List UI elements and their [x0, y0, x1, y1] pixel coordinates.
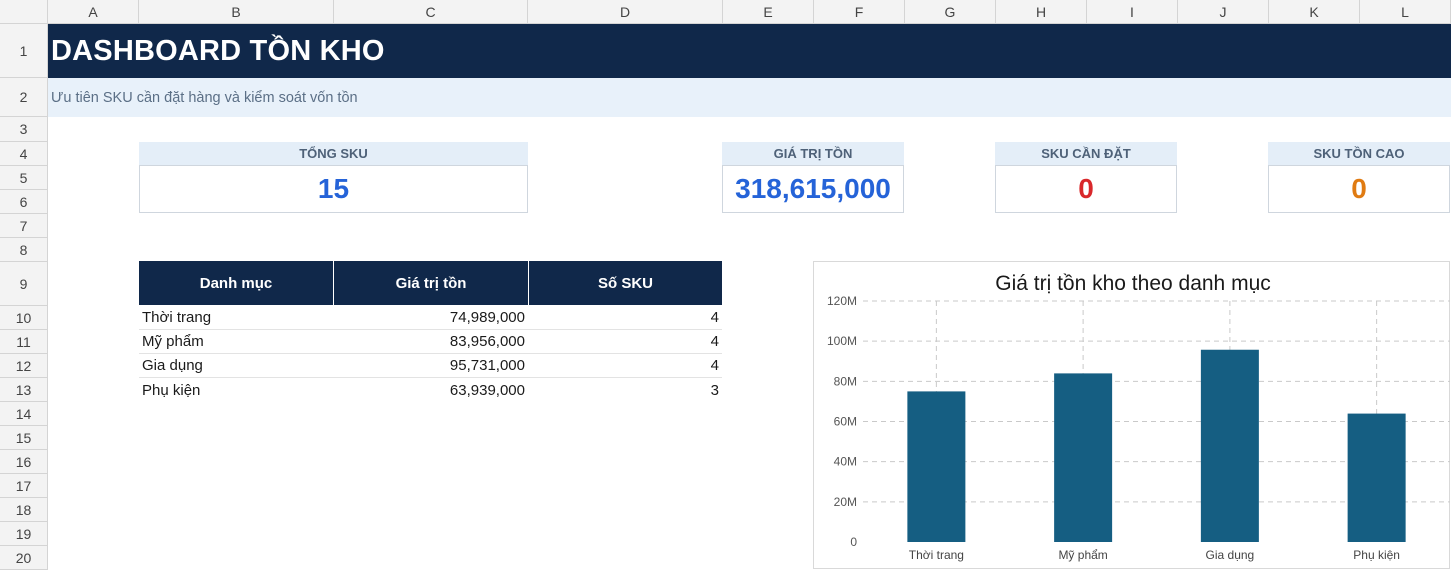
column-header-d[interactable]: D	[528, 0, 723, 24]
row-header-9[interactable]: 9	[0, 262, 48, 306]
chart-canvas: 0 20M 40M 60M 80M 100M 120M Thời trang Mỹ phẩm Gi…	[827, 272, 1450, 562]
kpi-value-sku-overstock[interactable]: 0	[1268, 165, 1450, 213]
row-header-20[interactable]: 20	[0, 546, 48, 570]
table-cell-value[interactable]: 95,731,000	[333, 354, 528, 378]
table-cell-value[interactable]: 63,939,000	[449, 381, 525, 399]
table-header-category[interactable]: Danh mục	[139, 261, 333, 305]
chart-bar[interactable]	[907, 391, 966, 542]
column-header-i[interactable]: I	[1087, 0, 1178, 24]
row-header-8[interactable]: 8	[0, 238, 48, 262]
table-cell-sku[interactable]: 3	[710, 381, 719, 399]
table-header-sku-count[interactable]: Số SKU	[528, 261, 722, 305]
row-header-2[interactable]: 2	[0, 78, 48, 117]
y-tick-label: 20M	[834, 495, 857, 509]
chart-bar[interactable]	[1347, 413, 1406, 542]
table-cell-category[interactable]: Thời trang	[139, 306, 333, 330]
column-header-c[interactable]: C	[334, 0, 528, 24]
y-tick-label: 100M	[827, 334, 857, 348]
chart-bar[interactable]	[1200, 349, 1259, 542]
title-band: DASHBOARD TỒN KHO	[48, 24, 1451, 78]
y-tick-label: 60M	[834, 415, 857, 429]
column-header-b[interactable]: B	[139, 0, 334, 24]
column-header-a[interactable]: A	[48, 0, 139, 24]
column-header-e[interactable]: E	[723, 0, 814, 24]
column-header-j[interactable]: J	[1178, 0, 1269, 24]
table-cell-category[interactable]: Mỹ phẩm	[139, 330, 333, 354]
row-header-14[interactable]: 14	[0, 402, 48, 426]
kpi-value-sku-to-order[interactable]: 0	[995, 165, 1177, 213]
row-header-12[interactable]: 12	[0, 354, 48, 378]
y-tick-label: 0	[850, 535, 857, 549]
x-tick-label: Phụ kiện	[1353, 548, 1400, 562]
table-cell-category[interactable]: Phụ kiện	[142, 381, 201, 399]
column-header-h[interactable]: H	[996, 0, 1087, 24]
kpi-label-sku-to-order: SKU CẦN ĐẶT	[995, 142, 1177, 165]
kpi-value-total-sku[interactable]: 15	[139, 165, 528, 213]
row-header-16[interactable]: 16	[0, 450, 48, 474]
select-all-corner[interactable]	[0, 0, 48, 24]
table-cell-category[interactable]: Gia dụng	[139, 354, 333, 378]
table-cell-sku[interactable]: 4	[528, 354, 722, 378]
column-header-f[interactable]: F	[814, 0, 905, 24]
row-header-10[interactable]: 10	[0, 306, 48, 330]
chart-bar[interactable]	[1054, 373, 1113, 542]
y-tick-label: 80M	[834, 374, 857, 388]
page-subtitle: Ưu tiên SKU cần đặt hàng và kiểm soát vố…	[51, 89, 358, 106]
row-header-7[interactable]: 7	[0, 214, 48, 238]
x-tick-label: Thời trang	[909, 548, 964, 562]
table-cell-sku[interactable]: 4	[528, 306, 722, 330]
row-header-3[interactable]: 3	[0, 117, 48, 142]
column-header-k[interactable]: K	[1269, 0, 1360, 24]
column-header-g[interactable]: G	[905, 0, 996, 24]
table-cell-value[interactable]: 83,956,000	[333, 330, 528, 354]
column-header-l[interactable]: L	[1360, 0, 1451, 24]
row-header-11[interactable]: 11	[0, 330, 48, 354]
table-cell-sku[interactable]: 4	[528, 330, 722, 354]
kpi-label-total-sku: TỔNG SKU	[139, 142, 528, 165]
row-header-17[interactable]: 17	[0, 474, 48, 498]
row-header-18[interactable]: 18	[0, 498, 48, 522]
bar-chart[interactable]: 0 20M 40M 60M 80M 100M 120M Thời trang Mỹ phẩm Gi…	[813, 261, 1450, 569]
chart-title: Giá trị tồn kho theo danh mục	[995, 272, 1271, 295]
row-header-13[interactable]: 13	[0, 378, 48, 402]
subtitle-band: Ưu tiên SKU cần đặt hàng và kiểm soát vố…	[48, 78, 1451, 117]
row-header-19[interactable]: 19	[0, 522, 48, 546]
row-header-5[interactable]: 5	[0, 166, 48, 190]
row-header-1[interactable]: 1	[0, 24, 48, 78]
x-tick-label: Gia dụng	[1206, 548, 1255, 562]
row-header-4[interactable]: 4	[0, 142, 48, 166]
x-tick-label: Mỹ phẩm	[1058, 548, 1107, 562]
y-tick-label: 40M	[834, 455, 857, 469]
table-cell-value[interactable]: 74,989,000	[333, 306, 528, 330]
kpi-label-stock-value: GIÁ TRỊ TỒN	[722, 142, 904, 165]
table-header-stock-value[interactable]: Giá trị tồn	[333, 261, 528, 305]
kpi-label-sku-overstock: SKU TỒN CAO	[1268, 142, 1450, 165]
y-tick-label: 120M	[827, 294, 857, 308]
page-title: DASHBOARD TỒN KHO	[51, 34, 385, 67]
kpi-value-stock-value[interactable]: 318,615,000	[722, 165, 904, 213]
row-header-15[interactable]: 15	[0, 426, 48, 450]
row-header-6[interactable]: 6	[0, 190, 48, 214]
